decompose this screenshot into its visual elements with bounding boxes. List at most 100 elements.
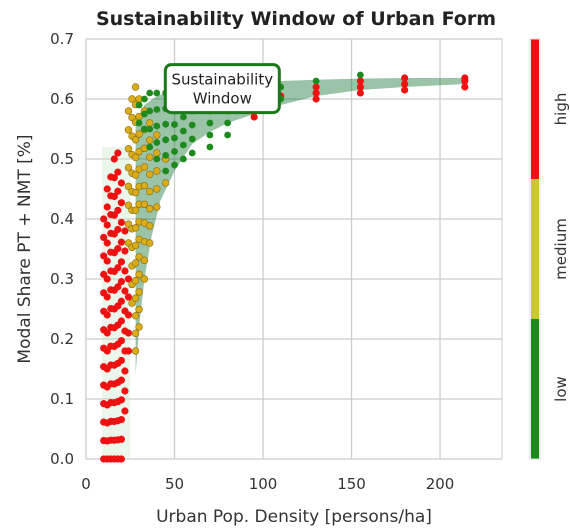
point-high xyxy=(117,199,126,207)
point-medium xyxy=(131,294,140,302)
y-tick-label: 0.5 xyxy=(50,150,74,168)
point-high xyxy=(117,435,126,443)
point-low xyxy=(146,89,154,97)
point-medium xyxy=(146,119,154,127)
point-high xyxy=(401,74,409,82)
point-low xyxy=(135,119,143,127)
point-high xyxy=(117,356,126,365)
point-medium xyxy=(135,253,143,261)
point-medium xyxy=(135,305,143,314)
point-high xyxy=(114,168,122,176)
point-low xyxy=(162,120,170,128)
point-high xyxy=(356,83,364,91)
point-high xyxy=(114,187,122,195)
point-low xyxy=(179,127,187,135)
point-high xyxy=(117,317,126,325)
point-medium xyxy=(140,181,149,190)
point-low xyxy=(141,95,148,103)
point-high xyxy=(103,239,111,247)
y-tick-label: 0.4 xyxy=(50,210,74,228)
point-medium xyxy=(131,206,140,214)
point-high xyxy=(117,337,126,345)
data-points xyxy=(100,71,469,463)
point-high xyxy=(103,275,111,283)
point-low xyxy=(162,136,170,144)
point-high xyxy=(401,86,409,94)
point-high xyxy=(117,415,126,424)
point-medium xyxy=(131,241,140,250)
point-high xyxy=(117,179,126,187)
window-box-text: Window xyxy=(193,90,252,108)
point-medium xyxy=(146,222,154,230)
point-low xyxy=(171,161,178,169)
point-low xyxy=(179,155,187,163)
x-tick-label: 200 xyxy=(426,475,455,493)
point-medium xyxy=(161,179,170,187)
point-low xyxy=(224,131,232,139)
point-high xyxy=(103,293,111,301)
point-medium xyxy=(131,171,140,179)
point-medium xyxy=(124,145,133,153)
point-medium xyxy=(140,275,149,283)
point-high xyxy=(121,367,129,375)
x-axis-ticks: 0 50 100 150 200 xyxy=(81,475,454,493)
point-high xyxy=(103,329,111,337)
point-high xyxy=(100,233,108,242)
point-medium xyxy=(140,163,149,171)
point-medium xyxy=(124,201,133,209)
point-high xyxy=(121,387,129,395)
point-high xyxy=(103,185,111,193)
point-medium xyxy=(135,270,143,279)
point-low xyxy=(153,155,161,163)
y-axis-label: Modal Share PT + NMT [%] xyxy=(15,134,35,363)
point-low xyxy=(171,134,178,142)
y-tick-label: 0.2 xyxy=(50,330,74,348)
point-medium xyxy=(131,259,140,267)
point-high xyxy=(117,238,126,246)
point-high xyxy=(117,218,126,227)
x-tick-label: 150 xyxy=(337,475,366,493)
point-medium xyxy=(140,256,149,265)
point-high xyxy=(103,203,111,211)
point-high xyxy=(110,192,118,201)
point-high xyxy=(103,311,111,319)
point-high xyxy=(124,311,133,319)
point-medium xyxy=(146,239,154,247)
point-medium xyxy=(131,136,140,144)
point-low xyxy=(146,125,154,133)
point-low xyxy=(206,131,214,139)
point-medium xyxy=(153,203,161,211)
point-low xyxy=(206,119,214,127)
point-low xyxy=(171,148,178,155)
point-high xyxy=(114,264,122,272)
point-high xyxy=(114,149,122,157)
window-box-frame xyxy=(163,63,281,115)
x-tick-label: 50 xyxy=(165,475,184,493)
point-high xyxy=(312,83,320,91)
y-axis-ticks: 0.0 0.1 0.2 0.3 0.4 0.5 0.6 0.7 xyxy=(50,30,74,468)
point-high xyxy=(124,275,133,283)
point-medium xyxy=(146,153,154,161)
point-medium xyxy=(131,329,140,338)
colorbar-frame xyxy=(529,38,541,460)
point-medium xyxy=(140,200,149,209)
point-medium xyxy=(153,131,161,139)
point-medium xyxy=(135,130,143,138)
y-tick-label: 0.3 xyxy=(50,270,74,288)
colorbar-label-high: high xyxy=(552,93,570,126)
point-low xyxy=(179,113,187,121)
point-low xyxy=(206,143,214,151)
point-low xyxy=(188,149,196,157)
point-medium xyxy=(131,312,140,320)
point-medium xyxy=(131,83,140,91)
colorbar-segment-medium xyxy=(531,179,539,319)
colorbar-segment-low xyxy=(531,319,539,459)
point-medium xyxy=(135,288,143,296)
point-high xyxy=(117,376,126,384)
point-medium xyxy=(146,170,154,179)
point-low xyxy=(188,121,196,129)
point-low xyxy=(171,121,178,128)
point-high xyxy=(100,215,108,223)
point-high xyxy=(117,258,126,266)
